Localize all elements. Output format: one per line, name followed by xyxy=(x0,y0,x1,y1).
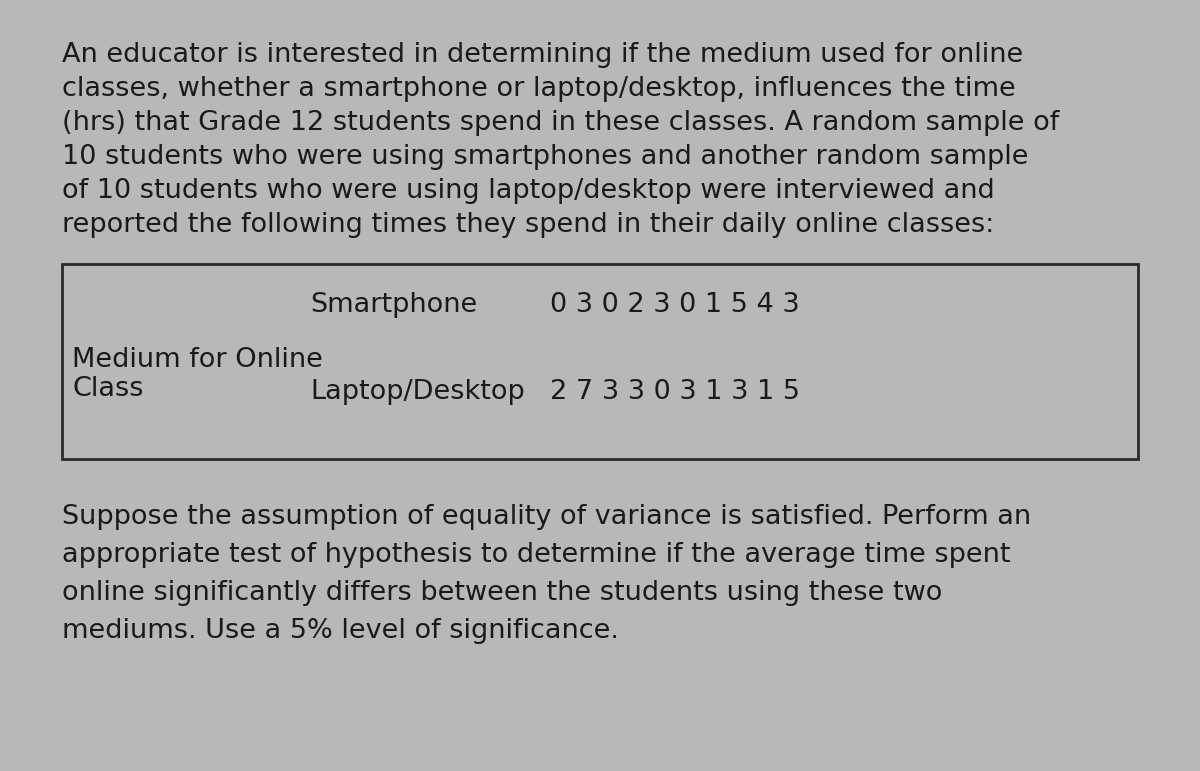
Text: Class: Class xyxy=(72,375,144,402)
Text: online significantly differs between the students using these two: online significantly differs between the… xyxy=(62,580,942,606)
Text: 0 3 0 2 3 0 1 5 4 3: 0 3 0 2 3 0 1 5 4 3 xyxy=(550,292,799,318)
Text: appropriate test of hypothesis to determine if the average time spent: appropriate test of hypothesis to determ… xyxy=(62,542,1010,568)
Text: (hrs) that Grade 12 students spend in these classes. A random sample of: (hrs) that Grade 12 students spend in th… xyxy=(62,110,1060,136)
Text: reported the following times they spend in their daily online classes:: reported the following times they spend … xyxy=(62,212,995,238)
Text: Medium for Online: Medium for Online xyxy=(72,348,323,373)
Text: of 10 students who were using laptop/desktop were interviewed and: of 10 students who were using laptop/des… xyxy=(62,178,995,204)
Text: 2 7 3 3 0 3 1 3 1 5: 2 7 3 3 0 3 1 3 1 5 xyxy=(550,379,800,405)
Text: Laptop/Desktop: Laptop/Desktop xyxy=(310,379,524,405)
Text: Smartphone: Smartphone xyxy=(310,292,478,318)
Text: An educator is interested in determining if the medium used for online: An educator is interested in determining… xyxy=(62,42,1024,68)
Text: mediums. Use a 5% level of significance.: mediums. Use a 5% level of significance. xyxy=(62,618,619,644)
Text: classes, whether a smartphone or laptop/desktop, influences the time: classes, whether a smartphone or laptop/… xyxy=(62,76,1015,102)
Text: 10 students who were using smartphones and another random sample: 10 students who were using smartphones a… xyxy=(62,144,1028,170)
Text: Suppose the assumption of equality of variance is satisfied. Perform an: Suppose the assumption of equality of va… xyxy=(62,504,1031,530)
